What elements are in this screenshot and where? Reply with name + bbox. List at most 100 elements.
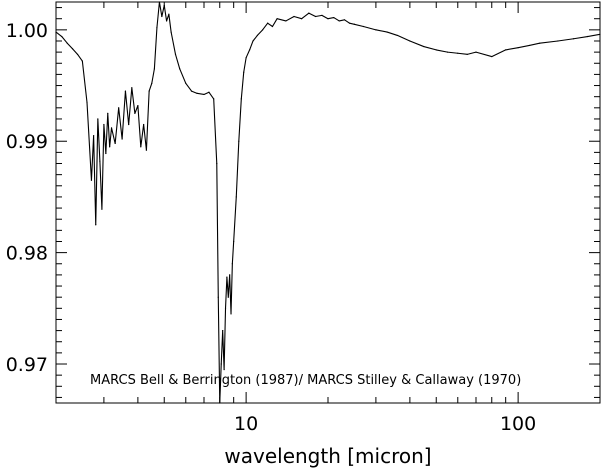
data-point-0-78	[327, 18, 329, 20]
data-point-0-81	[343, 19, 346, 21]
data-point-0-53	[224, 307, 227, 309]
data-point-0-3	[71, 48, 74, 50]
data-point-0-18	[114, 142, 116, 145]
data-point-0-27	[143, 123, 145, 126]
data-point-0-67	[256, 34, 258, 37]
y-tick-label-0.99: 0.99	[6, 131, 48, 153]
data-point-0-19	[118, 107, 120, 109]
data-point-0-12	[101, 208, 103, 210]
data-point-0-65	[249, 49, 251, 51]
data-point-0-79	[333, 16, 335, 19]
chart-annotation: MARCS Bell & Berrington (1987)/ MARCS St…	[90, 373, 521, 388]
data-point-0-92	[457, 52, 459, 54]
data-point-0-61	[238, 140, 240, 142]
data-point-0-55	[227, 296, 229, 298]
series-line-0	[55, 1, 601, 404]
data-point-0-102	[586, 35, 589, 38]
data-point-0-88	[409, 40, 411, 42]
data-point-0-24	[134, 112, 136, 114]
data-point-0-47	[216, 162, 218, 165]
data-point-0-7	[90, 179, 93, 181]
data-point-0-29	[148, 90, 150, 92]
data-point-0-33	[158, 1, 161, 3]
data-point-0-90	[435, 49, 437, 51]
data-point-0-83	[353, 23, 355, 25]
data-point-0-32	[156, 27, 158, 29]
data-point-0-14	[105, 152, 107, 155]
data-point-0-25	[137, 104, 139, 107]
data-point-0-34	[161, 15, 163, 18]
data-point-0-91	[446, 51, 449, 53]
data-point-0-40	[179, 68, 181, 70]
x-tick-label-100: 100	[500, 413, 536, 435]
data-point-0-8	[93, 135, 95, 137]
data-point-0-11	[99, 160, 101, 162]
data-point-0-99	[539, 42, 541, 44]
data-point-0-10	[97, 118, 99, 120]
data-point-0-95	[491, 55, 493, 58]
data-point-0-56	[229, 274, 231, 276]
data-point-0-20	[121, 138, 123, 140]
data-point-0-84	[362, 25, 365, 28]
data-point-0-97	[517, 47, 519, 49]
data-point-0-39	[174, 53, 177, 55]
data-point-0-101	[573, 38, 575, 40]
data-point-0-62	[240, 98, 242, 100]
data-point-0-22	[128, 123, 130, 126]
data-point-0-45	[208, 91, 210, 93]
plot-frame	[55, 1, 601, 404]
data-point-0-82	[348, 22, 351, 24]
data-point-0-70	[271, 25, 274, 28]
data-point-0-73	[293, 15, 295, 18]
data-point-0-103	[599, 33, 601, 35]
data-point-0-43	[196, 92, 198, 94]
series-layer	[55, 1, 601, 404]
data-point-0-13	[103, 123, 105, 126]
data-point-0-96	[505, 49, 507, 51]
data-point-0-42	[190, 90, 193, 92]
data-point-0-44	[203, 93, 205, 96]
x-axis-title: wavelength [micron]	[224, 444, 431, 468]
data-point-0-36	[165, 20, 168, 22]
data-point-0-64	[245, 57, 247, 59]
data-point-0-41	[185, 82, 187, 84]
data-point-0-51	[222, 330, 224, 332]
data-point-0-9	[95, 224, 97, 226]
y-tick-label-1.00: 1.00	[6, 20, 48, 42]
data-point-0-63	[243, 71, 245, 73]
data-point-0-75	[308, 12, 310, 14]
data-point-0-60	[235, 196, 237, 198]
y-tick-label-0.98: 0.98	[6, 243, 48, 265]
data-point-0-38	[170, 31, 172, 33]
data-point-0-46	[213, 98, 215, 100]
data-point-0-23	[131, 87, 133, 89]
data-point-0-80	[338, 20, 340, 22]
data-point-0-48	[217, 296, 219, 298]
data-point-0-28	[145, 149, 148, 151]
data-point-0-5	[81, 60, 83, 62]
data-point-0-59	[233, 240, 235, 243]
data-point-0-6	[86, 101, 88, 103]
data-point-0-93	[466, 53, 468, 55]
data-point-0-21	[124, 90, 127, 92]
data-point-0-52	[223, 368, 225, 371]
data-point-0-50	[220, 363, 222, 365]
data-point-0-26	[140, 146, 142, 148]
data-point-0-35	[163, 4, 165, 6]
data-point-0-72	[285, 20, 287, 22]
data-point-0-0	[55, 31, 57, 33]
data-point-0-1	[61, 35, 63, 38]
data-point-0-49	[219, 402, 221, 404]
data-point-0-37	[168, 13, 170, 15]
data-point-0-76	[314, 15, 317, 18]
x-tick-label-10: 10	[234, 413, 258, 435]
data-point-0-30	[151, 82, 153, 84]
tick-labels: 10 100 0.97 0.98 0.99 1.00	[6, 20, 537, 435]
data-point-0-77	[321, 14, 323, 16]
data-point-0-89	[423, 45, 425, 48]
data-point-0-98	[528, 44, 530, 47]
data-point-0-66	[252, 40, 254, 42]
data-point-0-17	[110, 127, 113, 129]
data-point-0-74	[301, 18, 303, 20]
data-point-0-54	[226, 276, 228, 278]
